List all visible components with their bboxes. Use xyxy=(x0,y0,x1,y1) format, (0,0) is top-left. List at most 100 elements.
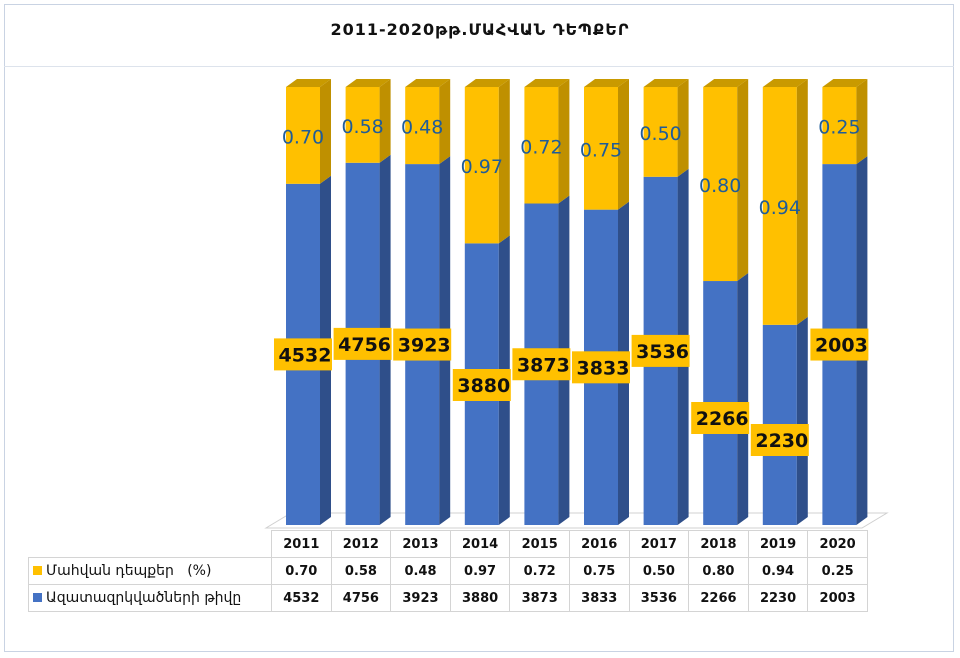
table-year: 2015 xyxy=(509,530,570,558)
count-label: 3873 xyxy=(517,354,570,376)
bar-pct-side xyxy=(379,79,391,163)
count-label: 3833 xyxy=(577,357,630,379)
bar-top xyxy=(345,79,391,87)
table-cell: 0.58 xyxy=(330,557,392,585)
count-label-box xyxy=(333,327,392,360)
pct-label: 0.94 xyxy=(759,197,801,219)
table-cell: 0.48 xyxy=(390,557,451,585)
count-label: 3536 xyxy=(636,341,689,363)
table-cell: 3880 xyxy=(449,584,511,612)
bar-pct-side xyxy=(439,79,451,165)
table-cell: 2230 xyxy=(747,584,809,612)
table-cell: 2266 xyxy=(688,584,749,612)
pct-label: 0.50 xyxy=(639,123,681,145)
table-cell: 0.94 xyxy=(747,557,809,585)
count-label: 4532 xyxy=(279,344,332,366)
bar-top xyxy=(286,79,331,87)
bar-pct-side xyxy=(618,79,629,210)
table-cell: 3873 xyxy=(509,584,570,612)
table-year: 2018 xyxy=(688,530,749,558)
bar-count-side xyxy=(796,316,808,525)
bar-pct xyxy=(762,87,797,325)
bar-top xyxy=(822,79,868,87)
table-cell: 4756 xyxy=(330,584,392,612)
count-label: 2266 xyxy=(696,408,749,430)
count-label-box xyxy=(631,334,690,367)
bar-count-side xyxy=(737,273,749,525)
bar-pct xyxy=(345,87,380,163)
bar-top xyxy=(643,79,689,87)
bar-top xyxy=(524,79,570,87)
bar-top xyxy=(584,79,629,87)
count-label: 2230 xyxy=(755,430,808,452)
legend-pct: Մահվան դեպքեր (%) xyxy=(28,557,272,585)
pct-label: 0.70 xyxy=(282,126,324,148)
legend-label: Մահվան դեպքեր (%) xyxy=(46,563,212,579)
count-label: 3923 xyxy=(398,335,451,357)
bar-pct xyxy=(643,87,678,177)
count-label-box xyxy=(691,402,750,434)
table-cell: 0.25 xyxy=(807,557,868,585)
table-cell: 3536 xyxy=(628,584,690,612)
table-year: 2016 xyxy=(568,530,630,558)
bar-pct xyxy=(464,87,499,244)
bar-pct-side xyxy=(677,79,689,177)
count-label-box xyxy=(750,424,809,456)
pct-label: 0.48 xyxy=(401,117,443,139)
count-label: 2003 xyxy=(815,335,868,357)
bar-pct-side xyxy=(498,79,510,244)
pct-label: 0.97 xyxy=(461,156,503,178)
legend-swatch-yellow xyxy=(33,566,42,575)
bar-top xyxy=(762,79,808,87)
bar-pct-side xyxy=(856,79,868,165)
bar-pct xyxy=(524,87,559,204)
divider xyxy=(4,66,954,67)
bar-pct xyxy=(703,87,738,282)
table-year: 2012 xyxy=(330,530,392,558)
legend-count: Ազատազրկվածների թիվը xyxy=(28,584,272,612)
pct-label: 0.72 xyxy=(520,136,562,158)
table-cell: 0.72 xyxy=(509,557,570,585)
table-year: 2020 xyxy=(807,530,868,558)
table-cell: 0.50 xyxy=(628,557,690,585)
bar-pct xyxy=(584,87,618,210)
legend-label: Ազատազրկվածների թիվը xyxy=(46,590,242,606)
table-cell: 3923 xyxy=(390,584,451,612)
pct-label: 0.58 xyxy=(341,116,383,138)
table-year: 2014 xyxy=(449,530,511,558)
count-label: 4756 xyxy=(338,334,391,356)
count-label-box xyxy=(572,351,630,384)
bar-pct xyxy=(286,87,320,184)
bar-top xyxy=(464,79,510,87)
table-cell: 2003 xyxy=(807,584,868,612)
bar-pct-side xyxy=(796,79,808,325)
table-cell: 4532 xyxy=(271,584,332,612)
count-label-box xyxy=(393,328,452,361)
bar-pct-side xyxy=(558,79,570,204)
bar-pct xyxy=(822,87,857,165)
table-cell: 0.80 xyxy=(688,557,749,585)
chart-title: 2011-2020թթ.ՄԱՀՎԱՆ ԴԵՊՔԵՐ xyxy=(330,20,630,39)
bar-pct-side xyxy=(320,79,331,184)
table-year: 2019 xyxy=(747,530,809,558)
table-cell: 0.75 xyxy=(568,557,630,585)
legend-swatch-blue xyxy=(33,593,42,602)
bar-top xyxy=(405,79,451,87)
table-cell: 3833 xyxy=(568,584,630,612)
bar-pct xyxy=(405,87,440,165)
table-year: 2017 xyxy=(628,530,690,558)
pct-label: 0.75 xyxy=(580,139,622,161)
table-year: 2013 xyxy=(390,530,451,558)
bar-top xyxy=(703,79,749,87)
chart-frame xyxy=(4,4,954,652)
data-table: 2011 2012 2013 2014 2015 2016 2017 2018 2019 2020… xyxy=(28,530,868,612)
count-label: 3880 xyxy=(457,375,510,397)
bar-pct-side xyxy=(737,79,749,282)
pct-label: 0.25 xyxy=(818,117,860,139)
count-label-box xyxy=(512,348,571,381)
pct-label: 0.80 xyxy=(699,175,741,197)
count-label-box xyxy=(274,338,332,371)
table-cell: 0.97 xyxy=(449,557,511,585)
table-corner xyxy=(29,531,272,558)
